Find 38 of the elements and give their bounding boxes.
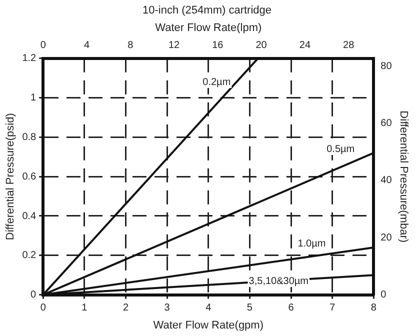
y2-tick-label: 20 [380, 232, 392, 244]
annotation: 0.5µm [326, 144, 355, 155]
y-tick-label: 0.2 [22, 250, 37, 262]
x2-tick-label: 28 [343, 40, 355, 52]
annotation: 0.2µm [202, 76, 231, 88]
y-tick-label: 0 [30, 290, 37, 301]
y2-tick-label: 80 [380, 60, 392, 72]
y2-tick-label: 60 [380, 118, 392, 130]
x2-tick-label: 0 [40, 40, 46, 52]
y2-axis-title: Differential Pressure(mbar) [397, 110, 410, 243]
y-tick-label: 1 [30, 92, 37, 104]
y2-tick-label: 40 [380, 175, 392, 186]
x-axis-title: Water Flow Rate(gpm) [153, 319, 264, 332]
x2-axis-title: Water Flow Rate(lpm) [155, 22, 262, 34]
x2-tick-label: 24 [299, 40, 311, 52]
x-tick-label: 8 [370, 302, 377, 314]
annotation: 1.0µm [298, 238, 326, 250]
x2-tick-label: 20 [256, 40, 268, 52]
x2-tick-label: 8 [128, 40, 134, 52]
x-tick-label: 3 [164, 302, 170, 314]
x2-tick-label: 4 [84, 40, 90, 52]
y2-tick-label: 0 [380, 290, 387, 301]
x-tick-label: 5 [246, 302, 253, 314]
chart-title: 10-inch (254mm) cartridge [142, 4, 272, 17]
x-tick-label: 2 [122, 302, 129, 314]
x-tick-label: 0 [40, 302, 46, 314]
x2-tick-label: 12 [168, 40, 180, 52]
x-tick-label: 4 [206, 302, 212, 314]
y-tick-label: 1.2 [22, 53, 37, 64]
x-tick-label: 1 [82, 302, 88, 314]
y-tick-label: 0.4 [22, 210, 37, 222]
x-tick-label: 7 [330, 302, 336, 314]
annotation: 3,5,10&30µm [248, 276, 308, 287]
y-tick-label: 0.8 [22, 132, 37, 143]
x2-tick-label: 16 [212, 40, 224, 52]
y-tick-label: 0.6 [22, 171, 37, 182]
x-tick-label: 6 [288, 302, 294, 314]
y-axis-title: Differential Pressure(psid) [4, 113, 17, 240]
